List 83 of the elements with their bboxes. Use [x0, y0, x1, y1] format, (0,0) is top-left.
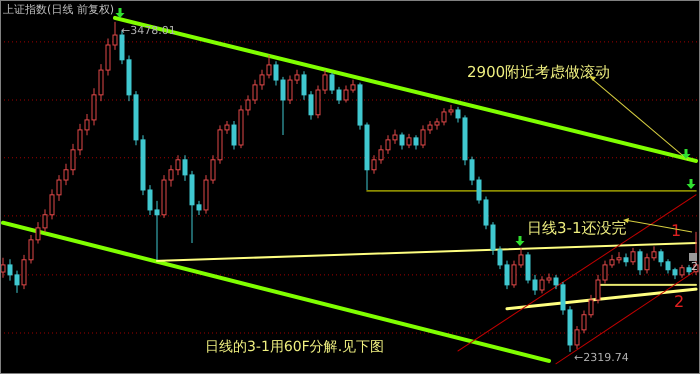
candlestick [644, 253, 650, 274]
candlestick [28, 234, 34, 264]
candlestick [470, 156, 474, 186]
annotation: 日线的3-1用60F分解.见下图 [205, 339, 384, 355]
candlestick [504, 260, 510, 290]
candlestick [344, 84, 348, 104]
candlestick [252, 79, 258, 104]
candlestick [210, 154, 216, 184]
candlestick [260, 69, 264, 90]
candlestick [232, 120, 236, 150]
candlestick [546, 272, 552, 284]
candlestick [280, 76, 286, 136]
candlestick [588, 294, 594, 318]
candlestick [378, 144, 384, 164]
candlestick [602, 260, 608, 284]
candlestick [0, 257, 6, 278]
candlestick [336, 86, 342, 104]
candlestick [322, 70, 328, 94]
candlestick [414, 134, 418, 150]
candlestick [624, 253, 628, 267]
annotation: 2 [674, 292, 684, 311]
candlestick [36, 222, 40, 244]
candlestick [182, 154, 188, 182]
candlestick [680, 264, 684, 278]
candlestick [686, 264, 692, 276]
candlestick [294, 69, 300, 85]
candlestick [532, 274, 538, 296]
candlestick [148, 184, 152, 216]
candlestick [540, 276, 544, 294]
candlestick [554, 274, 558, 290]
candlestick [42, 208, 48, 233]
candlestick [596, 274, 600, 304]
candlestick [582, 310, 586, 334]
candlestick [8, 258, 12, 282]
candlestick [638, 248, 642, 276]
candlestick [400, 132, 404, 150]
candlestick [616, 252, 622, 264]
candlestick [350, 79, 356, 94]
candlestick [154, 200, 160, 260]
candlestick [672, 267, 678, 280]
candlestick [302, 70, 306, 100]
candlestick [518, 247, 524, 268]
candlestick [498, 246, 502, 270]
candlestick [14, 270, 20, 294]
candlestick [84, 113, 90, 136]
candlestick [266, 54, 272, 79]
candlestick [330, 72, 334, 94]
candlestick [652, 246, 656, 262]
candlestick [456, 106, 460, 123]
candlestick [56, 174, 62, 202]
candlestick [112, 21, 118, 50]
candlestick [176, 154, 180, 176]
candlestick [428, 120, 432, 134]
candlestick [512, 260, 516, 288]
candlestick [274, 60, 278, 86]
candlestick [610, 254, 614, 268]
candlestick [666, 258, 670, 274]
annotation: 日线3-1还没完 [527, 219, 626, 237]
candlestick [224, 120, 230, 134]
candlestick [308, 90, 314, 120]
candlestick [288, 74, 292, 104]
chart-title: 上证指数(日线 前复权) [3, 3, 114, 16]
candlestick [70, 143, 76, 176]
candlestick [420, 124, 426, 149]
candlestick [196, 200, 202, 216]
candlestick [168, 164, 174, 188]
candlestick [372, 154, 376, 174]
candlestick [406, 133, 412, 149]
candlestick [448, 104, 454, 116]
annotation: ←2319.74 [574, 351, 629, 364]
candlestick [392, 129, 398, 144]
candlestick [246, 94, 250, 116]
candlestick [386, 134, 390, 154]
candlestick [574, 326, 580, 350]
candlestick [658, 248, 664, 267]
candlestick [434, 118, 440, 130]
candlestick [50, 188, 54, 220]
candlestick [476, 176, 482, 204]
candlestick [630, 247, 636, 266]
candlestick [64, 163, 68, 186]
annotation: 2900附近考虑做滚动 [467, 63, 610, 81]
candlestick [442, 108, 446, 126]
candlestick [78, 123, 82, 156]
